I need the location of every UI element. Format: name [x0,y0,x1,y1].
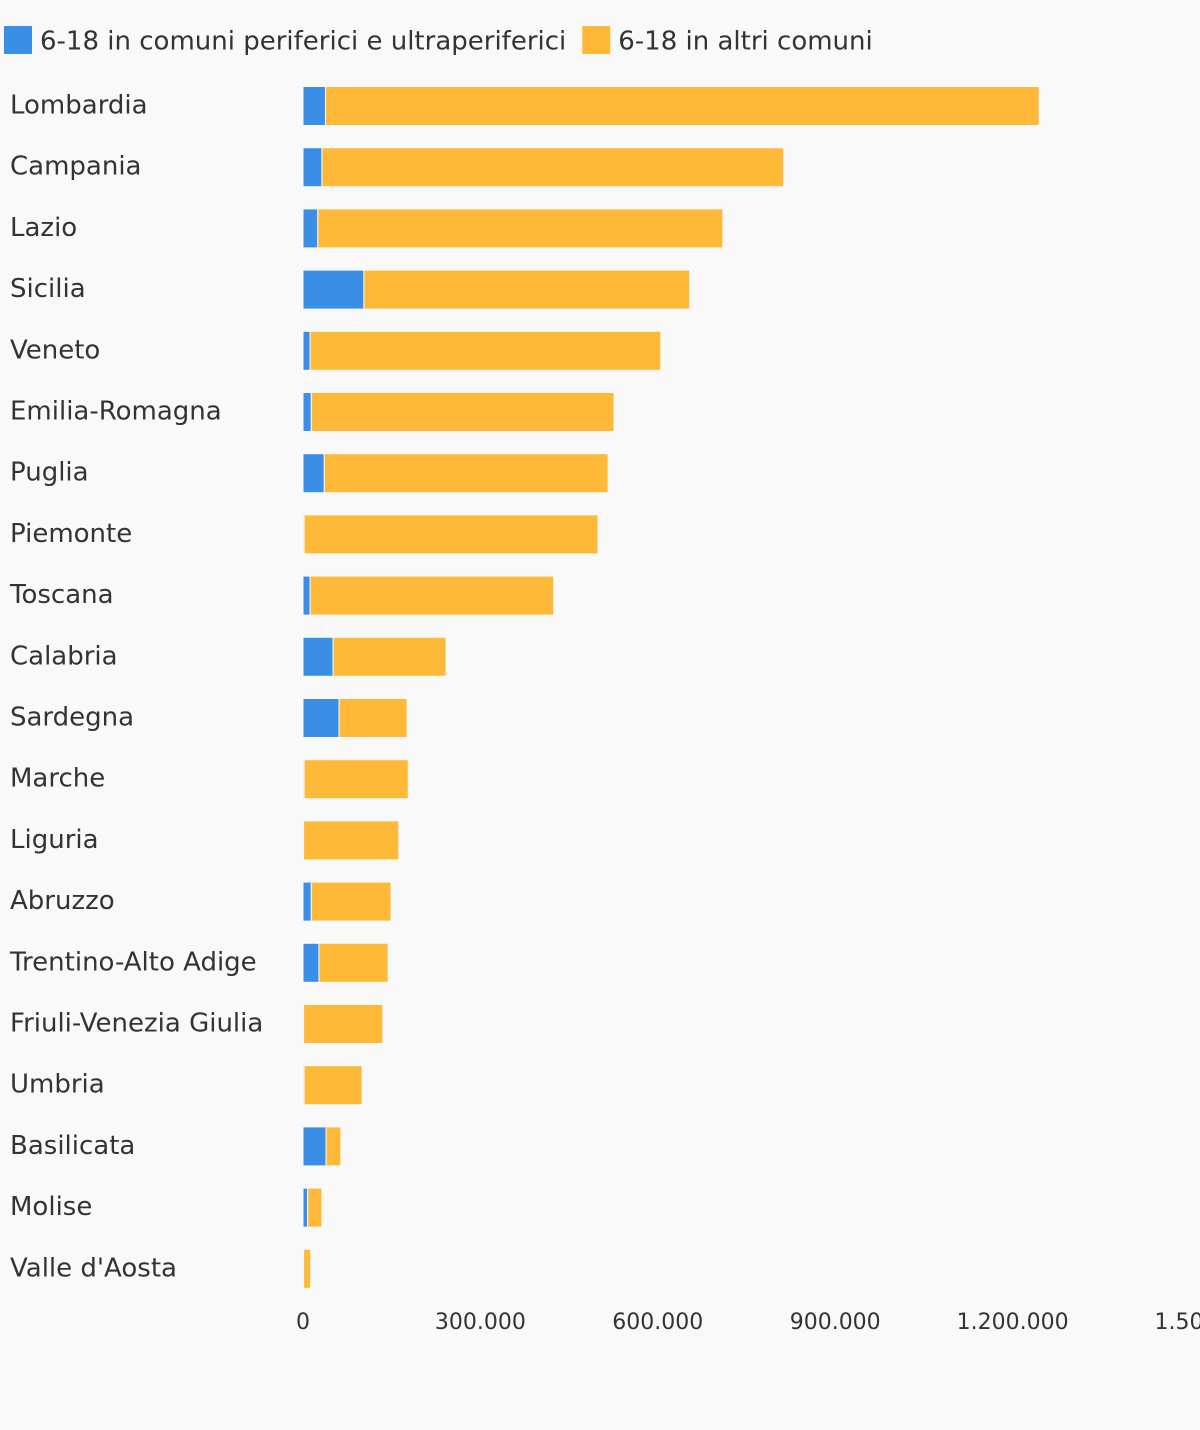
bar-segment [325,1126,342,1167]
bar-segment [302,1187,309,1228]
x-tick-label: 600.000 [612,1310,703,1335]
bar-segment [303,1065,363,1106]
y-tick-label: Liguria [10,825,99,855]
y-tick-label: Umbria [10,1070,105,1100]
legend-swatch [582,26,611,54]
bar-segment [309,575,555,616]
bar-segment [302,453,325,494]
bar-segment [302,330,311,371]
bar-segment [302,147,323,188]
bar-segment [302,636,334,677]
x-tick-label: 1.200.000 [957,1310,1069,1335]
legend-swatch [4,26,32,54]
bar-segment [302,1126,327,1167]
bar-segment [303,759,409,800]
bar-segment [324,86,1040,126]
y-tick-label: Veneto [10,335,100,365]
bar-segment [303,1004,384,1044]
bar-segment [338,698,408,738]
x-tick-label: 0 [296,1310,310,1335]
bar-segment [318,942,389,983]
y-tick-label: Puglia [10,458,89,488]
y-tick-label: Lazio [10,213,77,243]
bar-segment [332,636,447,677]
x-tick-label: 300.000 [435,1310,526,1335]
bar-segment [302,698,340,738]
bar-segment [309,330,662,371]
y-tick-label: Molise [10,1192,92,1222]
y-tick-label: Lombardia [10,91,148,121]
x-tick-label: 900.000 [790,1310,881,1335]
bar-segment [310,392,615,432]
y-tick-label: Marche [10,764,105,794]
y-tick-label: Toscana [9,580,114,610]
bar-segment [302,942,320,983]
y-tick-label: Emilia-Romagna [10,397,222,427]
legend-label: 6-18 in altri comuni [618,27,872,57]
y-tick-label: Valle d'Aosta [10,1253,177,1283]
bar-segment [303,1248,312,1289]
y-tick-label: Piemonte [10,519,132,549]
bar-segment [321,147,785,188]
bar-segment [302,208,319,249]
y-tick-label: Trentino-Alto Adige [9,947,257,977]
y-tick-label: Sardegna [10,703,134,733]
legend-label: 6-18 in comuni periferici e ultraperifer… [40,27,566,57]
bar-segment [307,1187,323,1228]
bar-segment [302,86,326,126]
bar-segment [310,881,392,922]
bar-segment [302,881,312,922]
bar-segment [323,453,609,494]
y-tick-label: Calabria [10,641,118,671]
bar-segment [302,575,311,616]
bar-segment [363,269,691,310]
y-tick-label: Friuli-Venezia Giulia [10,1009,263,1039]
bar-segment [303,514,599,555]
bar-segment [303,820,400,861]
bar-segment [317,208,724,249]
y-tick-label: Sicilia [10,274,86,304]
y-tick-label: Campania [10,152,142,182]
y-tick-label: Basilicata [10,1131,135,1161]
bar-segment [302,392,312,432]
bar-segment [302,269,365,310]
y-tick-label: Abruzzo [10,886,115,916]
x-tick-label: 1.50… [1155,1310,1200,1335]
